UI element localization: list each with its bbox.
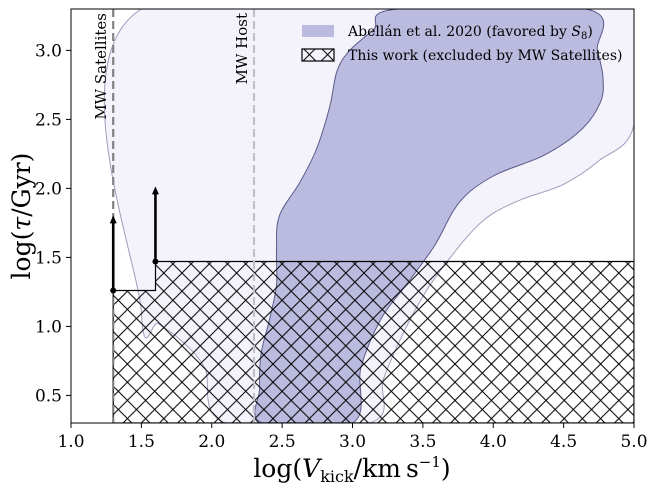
y-tick-label: 0.5 bbox=[35, 386, 62, 406]
legend-swatch-favored bbox=[302, 25, 334, 37]
legend-swatch-hatched bbox=[301, 48, 335, 62]
vline-label-1: MW Host bbox=[233, 13, 251, 84]
y-tick-label: 2.5 bbox=[35, 110, 62, 130]
limit-arrowhead-0 bbox=[109, 215, 117, 224]
legend: Abellán et al. 2020 (favored by S8) This… bbox=[301, 24, 622, 64]
excluded-region-hatch bbox=[112, 260, 634, 423]
limit-arrowhead-1 bbox=[151, 186, 159, 195]
y-tick-label: 3.0 bbox=[35, 41, 62, 61]
x-tick-label: 2.0 bbox=[198, 432, 225, 452]
x-tick-label: 3.5 bbox=[409, 432, 436, 452]
x-tick-label: 4.5 bbox=[550, 432, 577, 452]
x-tick-label: 4.0 bbox=[480, 432, 507, 452]
x-tick-label: 3.0 bbox=[339, 432, 366, 452]
y-tick-label: 2.0 bbox=[35, 179, 62, 199]
x-tick-label: 5.0 bbox=[620, 432, 647, 452]
legend-label-favored: Abellán et al. 2020 (favored by S8) bbox=[347, 24, 593, 42]
x-tick-label: 1.5 bbox=[128, 432, 155, 452]
vline-label-0: MW Satellites bbox=[92, 13, 110, 120]
limit-point-0 bbox=[110, 287, 117, 294]
x-tick-label: 2.5 bbox=[269, 432, 296, 452]
x-tick-label: 1.0 bbox=[57, 432, 84, 452]
legend-label-hatched: This work (excluded by MW Satellites) bbox=[348, 48, 622, 64]
x-axis-label: log(Vkick/km s−1) bbox=[253, 453, 450, 485]
y-tick-label: 1.5 bbox=[35, 248, 62, 268]
y-axis-label: log(τ/Gyr) bbox=[7, 153, 36, 280]
y-tick-label: 1.0 bbox=[35, 317, 62, 337]
limit-point-1 bbox=[152, 258, 159, 265]
